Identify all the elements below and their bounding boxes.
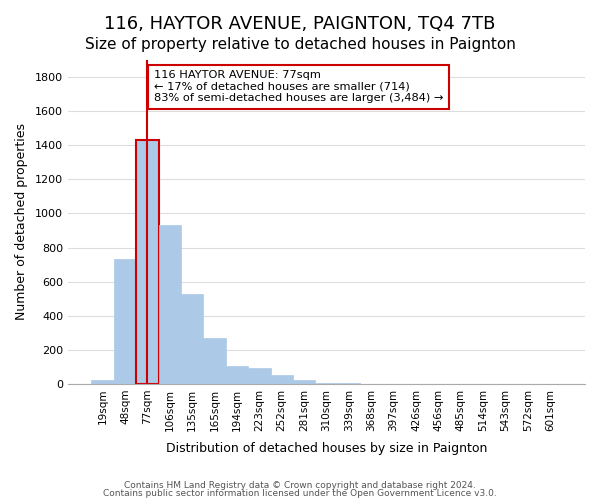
Bar	[203, 338, 226, 384]
Bar	[248, 368, 271, 384]
Y-axis label: Number of detached properties: Number of detached properties	[15, 124, 28, 320]
Text: Contains HM Land Registry data © Crown copyright and database right 2024.: Contains HM Land Registry data © Crown c…	[124, 481, 476, 490]
Bar	[136, 140, 158, 384]
Bar	[91, 380, 114, 384]
Text: 116 HAYTOR AVENUE: 77sqm
← 17% of detached houses are smaller (714)
83% of semi-: 116 HAYTOR AVENUE: 77sqm ← 17% of detach…	[154, 70, 443, 103]
Bar	[226, 366, 248, 384]
Bar	[181, 294, 203, 384]
Text: 116, HAYTOR AVENUE, PAIGNTON, TQ4 7TB: 116, HAYTOR AVENUE, PAIGNTON, TQ4 7TB	[104, 15, 496, 33]
X-axis label: Distribution of detached houses by size in Paignton: Distribution of detached houses by size …	[166, 442, 487, 455]
Bar	[293, 380, 315, 384]
Bar	[271, 376, 293, 384]
Bar	[338, 383, 360, 384]
Bar	[315, 383, 338, 384]
Text: Contains public sector information licensed under the Open Government Licence v3: Contains public sector information licen…	[103, 488, 497, 498]
Bar	[114, 258, 136, 384]
Text: Size of property relative to detached houses in Paignton: Size of property relative to detached ho…	[85, 38, 515, 52]
Bar	[158, 224, 181, 384]
